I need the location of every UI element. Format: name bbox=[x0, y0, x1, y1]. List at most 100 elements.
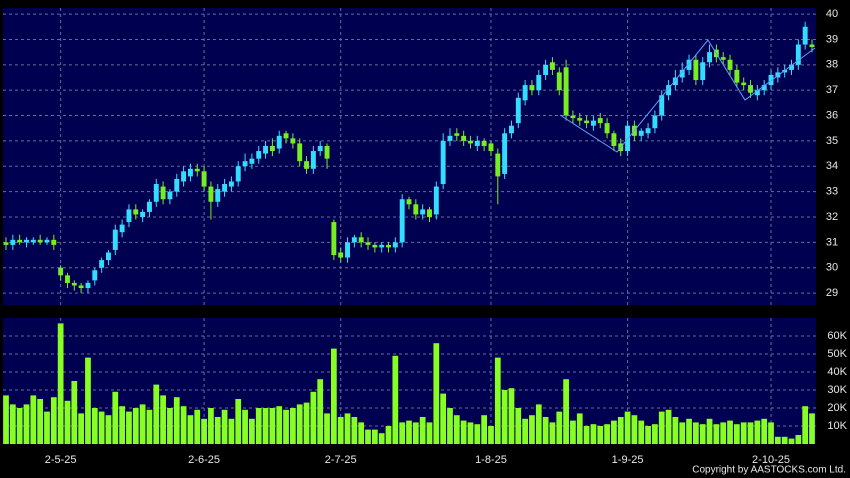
volume-bar bbox=[522, 418, 528, 444]
volume-bar bbox=[30, 395, 37, 444]
candle-body bbox=[720, 57, 726, 60]
volume-bar bbox=[631, 415, 638, 444]
volume-bar bbox=[3, 395, 9, 444]
candle-body bbox=[556, 72, 562, 91]
volume-bar bbox=[214, 417, 221, 444]
candle-body bbox=[78, 285, 84, 289]
volume-bar bbox=[549, 422, 556, 444]
volume-bar bbox=[112, 391, 119, 444]
volume-bar bbox=[556, 411, 563, 444]
candle-body bbox=[447, 135, 453, 141]
candle-body bbox=[51, 239, 57, 245]
volume-bar bbox=[255, 408, 262, 444]
candle-body bbox=[290, 138, 296, 144]
candle-body bbox=[365, 242, 371, 245]
candle-body bbox=[17, 239, 23, 243]
candle-body bbox=[761, 85, 767, 91]
candle-body bbox=[584, 120, 590, 124]
volume-bar bbox=[460, 420, 467, 444]
candle-body bbox=[775, 72, 781, 78]
x-tick-label: 1-9-25 bbox=[612, 454, 644, 466]
volume-bar bbox=[337, 417, 344, 444]
candle-body bbox=[549, 62, 555, 70]
candle-body bbox=[741, 82, 747, 86]
volume-bar bbox=[638, 420, 645, 444]
candle-body bbox=[590, 120, 596, 126]
volume-bar bbox=[228, 418, 235, 444]
x-tick-label: 2-6-25 bbox=[188, 454, 220, 466]
volume-bar bbox=[310, 391, 317, 444]
volume-bar bbox=[788, 438, 795, 444]
volume-bar bbox=[426, 422, 433, 444]
x-tick-label: 1-8-25 bbox=[475, 454, 507, 466]
volume-bar bbox=[57, 323, 64, 444]
candle-body bbox=[468, 140, 473, 144]
volume-bar bbox=[296, 404, 303, 444]
volume-tick-label: 20K bbox=[827, 402, 847, 414]
candle-body bbox=[508, 125, 514, 134]
candle-body bbox=[379, 244, 385, 248]
candle-body bbox=[324, 145, 330, 159]
candle-body bbox=[140, 211, 146, 217]
copyright: Copyright by AASTOCKS.com Ltd. bbox=[692, 465, 846, 476]
volume-tick-label: 30K bbox=[827, 384, 847, 396]
candle-body bbox=[454, 133, 460, 136]
volume-bar bbox=[412, 422, 419, 444]
volume-tick-label: 50K bbox=[827, 348, 847, 360]
candle-body bbox=[433, 186, 439, 215]
volume-bar bbox=[809, 413, 815, 444]
candle-body bbox=[105, 252, 111, 261]
volume-bar bbox=[563, 379, 569, 444]
volume-bar bbox=[242, 409, 248, 444]
volume-bar bbox=[795, 435, 802, 444]
candle-body bbox=[679, 69, 685, 78]
volume-bar bbox=[542, 417, 549, 444]
y-tick-label: 40 bbox=[826, 8, 838, 20]
volume-bar bbox=[290, 408, 296, 444]
y-tick-label: 33 bbox=[826, 186, 838, 198]
candle-body bbox=[645, 128, 651, 134]
volume-bar bbox=[344, 413, 351, 444]
candle-body bbox=[112, 229, 118, 250]
volume-bar bbox=[276, 406, 283, 444]
volume-bar bbox=[590, 424, 597, 444]
y-tick-label: 34 bbox=[826, 160, 838, 172]
volume-bar bbox=[146, 409, 153, 444]
candle-body bbox=[413, 204, 419, 215]
candle-body bbox=[372, 244, 378, 248]
candle-body bbox=[167, 191, 173, 200]
volume-bar bbox=[474, 424, 481, 444]
volume-bar bbox=[180, 406, 187, 444]
candle-body bbox=[440, 140, 446, 185]
volume-bar bbox=[467, 422, 474, 444]
volume-bar bbox=[126, 411, 132, 444]
volume-bar bbox=[139, 404, 146, 444]
volume-bar bbox=[597, 426, 604, 444]
candle-body bbox=[133, 209, 139, 215]
volume-bar bbox=[9, 404, 16, 444]
volume-bar bbox=[64, 400, 71, 444]
candle-body bbox=[263, 145, 269, 154]
volume-bar bbox=[720, 422, 727, 444]
candle-body bbox=[481, 140, 487, 146]
volume-bar bbox=[23, 404, 30, 444]
volume-bar bbox=[399, 422, 406, 444]
volume-bar bbox=[358, 422, 365, 444]
volume-bar bbox=[91, 408, 98, 444]
candle-body bbox=[269, 145, 275, 152]
candle-body bbox=[782, 69, 788, 73]
volume-bar bbox=[774, 436, 781, 444]
candle-body bbox=[351, 237, 357, 243]
candle-body bbox=[174, 178, 180, 192]
volume-bar bbox=[262, 408, 269, 444]
volume-bar bbox=[44, 411, 50, 444]
volume-bar bbox=[604, 424, 610, 444]
candle-body bbox=[522, 85, 528, 101]
candle-body bbox=[570, 115, 576, 119]
volume-bar bbox=[283, 409, 289, 444]
candle-body bbox=[65, 275, 70, 283]
volume-bar bbox=[515, 408, 522, 444]
candle-body bbox=[331, 222, 337, 256]
volume-bar bbox=[132, 408, 139, 444]
